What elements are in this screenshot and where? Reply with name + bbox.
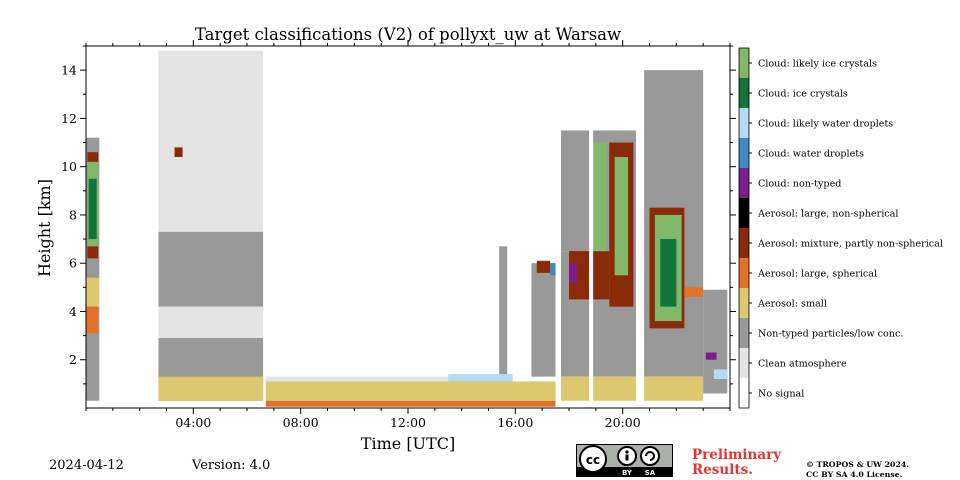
legend-swatch-0: [739, 378, 749, 408]
x-tick-label-4: 20:00: [605, 415, 641, 430]
class-region-28: [569, 263, 578, 283]
y-tick-label-3: 8: [69, 207, 77, 222]
legend-swatch-7: [739, 168, 749, 198]
legend-label-2: Non-typed particles/low conc.: [758, 329, 903, 340]
legend-label-7: Cloud: non-typed: [758, 179, 841, 190]
no-signal-gap-0: [99, 46, 158, 408]
class-region-17: [448, 374, 513, 382]
class-region-18: [265, 381, 556, 401]
chart-title: Target classifications (V2) of pollyxt_u…: [194, 25, 622, 44]
legend-swatch-8: [739, 138, 749, 168]
class-region-1: [86, 277, 100, 307]
class-region-22: [536, 260, 551, 273]
class-region-19: [265, 400, 556, 407]
class-region-23: [550, 263, 559, 276]
class-region-33: [644, 376, 704, 401]
y-tick-label-6: 14: [61, 63, 77, 78]
legend-label-8: Cloud: water droplets: [758, 149, 864, 160]
class-region-40: [713, 369, 728, 380]
legend-label-5: Aerosol: mixture, partly non-spherical: [757, 239, 943, 250]
legend-swatch-9: [739, 108, 749, 138]
copyright-line-2: CC BY SA 4.0 License.: [806, 470, 903, 479]
y-axis-label: Height [km]: [35, 179, 54, 277]
no-signal-gap-3: [636, 46, 643, 408]
class-region-15: [174, 147, 183, 158]
legend-label-0: No signal: [758, 389, 804, 400]
x-tick-label-2: 12:00: [390, 415, 426, 430]
class-region-25: [560, 376, 637, 401]
preliminary-line-1: Preliminary: [692, 447, 782, 463]
x-tick-label-1: 08:00: [283, 415, 319, 430]
legend-swatch-6: [739, 198, 749, 228]
x-tick-label-0: 04:00: [175, 415, 211, 430]
no-signal-gap-2: [589, 46, 594, 408]
class-region-36: [660, 239, 677, 307]
y-tick-label-2: 6: [69, 256, 77, 271]
class-region-37: [684, 287, 704, 297]
legend-swatch-5: [739, 228, 749, 258]
legend-swatch-4: [739, 258, 749, 288]
class-region-20: [499, 246, 508, 375]
class-region-39: [705, 352, 717, 360]
legend-label-11: Cloud: likely ice crystals: [758, 59, 877, 70]
legend-label-1: Clean atmosphere: [758, 359, 847, 370]
class-region-21: [531, 263, 556, 377]
y-tick-label-5: 12: [61, 111, 77, 126]
class-region-2: [86, 306, 99, 334]
class-region-3: [87, 246, 99, 259]
y-tick-label-1: 4: [69, 304, 77, 319]
legend-swatch-11: [739, 48, 749, 78]
legend-frame: [738, 47, 750, 409]
cc-sa-label: SA: [645, 469, 656, 477]
x-tick-label-3: 16:00: [497, 415, 533, 430]
class-region-14: [158, 376, 264, 401]
preliminary-notice: Preliminary Results.: [692, 448, 781, 478]
legend-label-3: Aerosol: small: [757, 299, 827, 310]
heatmap-area: [86, 46, 728, 408]
x-axis-label: Time [UTC]: [361, 434, 455, 453]
legend-swatch-2: [739, 318, 749, 348]
class-region-29: [590, 142, 607, 252]
svg-text:cc: cc: [586, 453, 600, 467]
cc-by-sa-icon: cc BY SA: [576, 444, 673, 477]
y-tick-label-4: 10: [61, 159, 77, 174]
class-region-11: [158, 231, 264, 307]
version-label: Version: 4.0: [192, 458, 271, 473]
y-tick-label-0: 2: [69, 352, 77, 367]
date-label: 2024-04-12: [49, 458, 124, 473]
copyright-line-1: © TROPOS & UW 2024.: [806, 460, 910, 469]
legend-swatch-1: [739, 348, 749, 378]
class-region-31: [614, 157, 629, 276]
class-region-6: [87, 152, 99, 162]
legend-label-9: Cloud: likely water droplets: [758, 119, 893, 130]
class-colorbar-legend: No signal Clean atmosphere Non-typed parti…: [738, 47, 943, 409]
no-signal-gap-1: [555, 46, 561, 408]
legend-label-10: Cloud: ice crystals: [758, 89, 848, 100]
legend-label-6: Aerosol: large, non-spherical: [757, 209, 898, 220]
legend-swatch-3: [739, 288, 749, 318]
preliminary-line-2: Results.: [692, 462, 753, 478]
class-region-12: [158, 306, 264, 339]
axis-ticks: 04:00 08:00 12:00 16:00 20:00 2 4 6 8 10 12 14: [61, 40, 736, 430]
legend-label-4: Aerosol: large, spherical: [757, 269, 877, 280]
cc-by-label: BY: [622, 469, 633, 477]
legend-swatch-10: [739, 78, 749, 108]
copyright-notice: © TROPOS & UW 2024. CC BY SA 4.0 License…: [806, 460, 909, 480]
class-region-5: [88, 178, 97, 240]
